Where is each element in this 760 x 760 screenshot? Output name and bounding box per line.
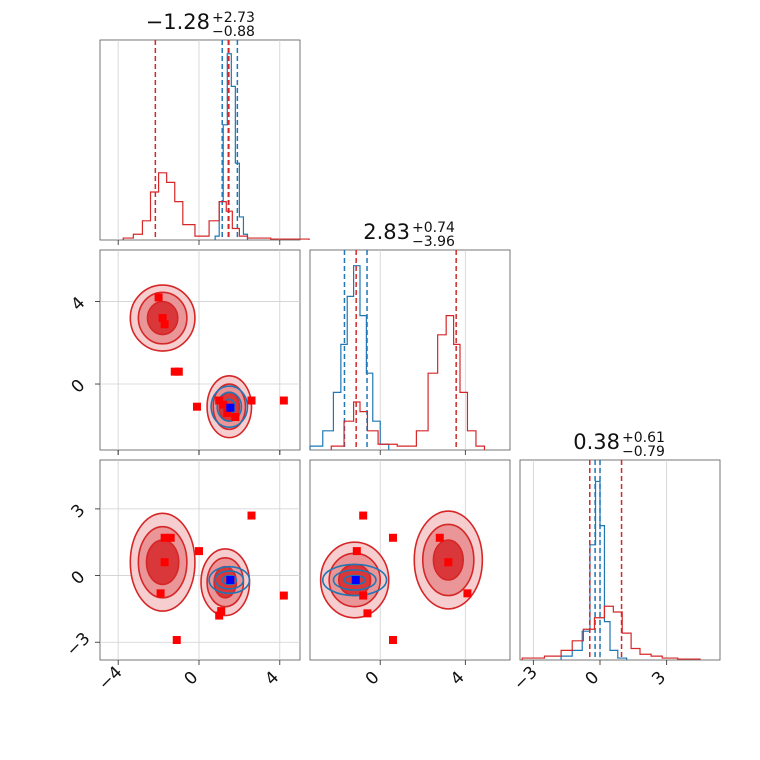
panel-hist-param-3 (519, 459, 721, 661)
sample-marker (223, 408, 232, 417)
panel-scatter-param-1-vs-param-2 (99, 249, 301, 451)
sample-marker (219, 400, 228, 409)
title-param-2-upper: +0.74 (412, 220, 455, 236)
sample-marker (215, 611, 224, 620)
histogram-series-1 (122, 172, 310, 240)
sample-marker (192, 402, 201, 411)
histogram-series-0 (309, 265, 390, 450)
contour-level-2-0 (208, 565, 251, 595)
contour-level-2-2 (343, 574, 367, 586)
sample-marker (279, 396, 288, 405)
histogram-series-1 (330, 315, 486, 450)
sample-marker (231, 413, 240, 422)
sample-marker (435, 533, 444, 542)
sample-marker (359, 511, 368, 520)
title-param-3-upper: +0.61 (622, 430, 665, 446)
sample-marker (463, 589, 472, 598)
sample-marker (166, 533, 175, 542)
panel-scatter-param-2-vs-param-3 (309, 459, 511, 661)
sample-marker (215, 396, 224, 405)
contour-level-2-0 (321, 563, 388, 597)
sample-marker (170, 367, 179, 376)
sample-marker (172, 636, 181, 644)
title-param-1-value: −1.28 (146, 10, 210, 34)
panel-scatter-param-1-vs-param-3 (99, 459, 301, 661)
sample-marker (194, 547, 203, 556)
sample-marker (444, 558, 453, 567)
truth-marker (351, 576, 360, 584)
sample-marker (160, 558, 169, 567)
contour-level-2-1 (332, 569, 377, 591)
title-param-2: 2.83 +0.74 −3.96 (363, 220, 455, 250)
title-param-3: 0.38 +0.61 −0.79 (573, 430, 665, 460)
sample-marker (156, 589, 165, 598)
sample-marker (388, 533, 397, 542)
title-param-3-lower: −0.79 (622, 444, 665, 460)
sample-marker (160, 320, 169, 329)
contour-level-2-1 (214, 570, 245, 590)
sample-marker (352, 547, 361, 556)
sample-marker (174, 367, 183, 376)
panel-hist-param-2 (309, 249, 511, 451)
sample-marker (359, 591, 368, 600)
truth-marker (226, 403, 235, 412)
contour-level-2-1 (216, 391, 243, 422)
title-param-1-upper: +2.73 (212, 10, 255, 26)
contour-level-2-0 (210, 385, 249, 429)
sample-marker (247, 511, 256, 520)
histogram-series-0 (560, 480, 628, 660)
truth-marker (226, 576, 235, 584)
panel-hist-param-1 (99, 39, 301, 241)
contour-level-2-2 (221, 574, 238, 586)
histogram-series-1 (521, 605, 701, 660)
sample-marker (247, 396, 256, 405)
sample-marker (279, 591, 288, 600)
sample-marker (158, 314, 167, 323)
sample-marker (363, 609, 372, 618)
title-param-2-lower: −3.96 (412, 234, 455, 250)
title-param-3-value: 0.38 (573, 430, 620, 454)
sample-marker (217, 607, 226, 616)
sample-marker (160, 533, 169, 542)
title-param-1: −1.28 +2.73 −0.88 (146, 10, 255, 40)
title-param-2-value: 2.83 (363, 220, 410, 244)
sample-marker (388, 636, 397, 644)
title-param-1-lower: −0.88 (212, 24, 255, 40)
sample-marker (154, 293, 163, 302)
